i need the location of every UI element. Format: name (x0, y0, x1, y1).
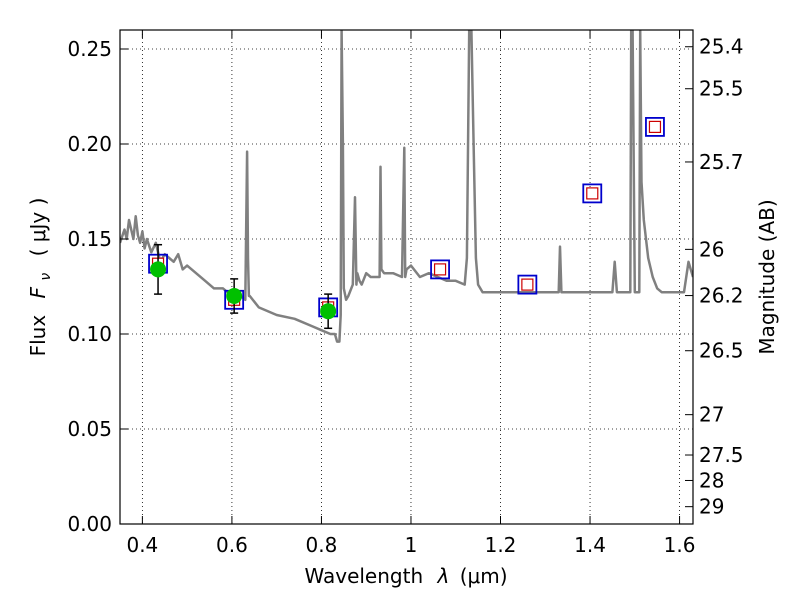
spectrum-line (120, 30, 693, 343)
mag-tick-label: 28 (699, 468, 724, 492)
y-axis-title-subscript: ν (38, 273, 54, 281)
spectrum-layer (120, 30, 693, 343)
axis-ticks: 0.4 0.6 0.8 1 1.2 1.4 1.6 0.00 0.05 0.10 0.15 0.20 0… (67, 30, 744, 557)
grid-lines (120, 30, 693, 525)
model-photometry-inner-square (433, 263, 447, 276)
model-photometry-square (582, 183, 603, 204)
model-photometry-square (645, 117, 665, 137)
x-tick-label: 0.4 (126, 533, 158, 557)
y-tick-label: 0.15 (67, 227, 112, 251)
mag-tick-label: 26 (699, 237, 724, 261)
mag-tick-label: 26.2 (699, 284, 744, 308)
x-tick-label: 0.6 (216, 533, 248, 557)
model-photometry-square (430, 259, 450, 280)
mag-tick-label: 25.7 (699, 150, 744, 174)
model-photometry-inner-square (521, 278, 534, 291)
y-axis-title: Flux F ν ( μJy ) (26, 198, 55, 357)
x-axis-title-prefix: Wavelength (304, 564, 423, 588)
x-tick-label: 0.8 (306, 533, 338, 557)
y2-axis-title: Magnitude (AB) (755, 199, 779, 354)
mag-tick-label: 27 (699, 403, 724, 427)
mag-tick-label: 25.5 (699, 77, 744, 101)
y-tick-label: 0.00 (67, 512, 112, 536)
model-photometry-inner-square (586, 187, 599, 200)
y-tick-label: 0.10 (67, 322, 112, 346)
x-tick-label: 1.6 (664, 533, 696, 557)
x-tick-label: 1 (405, 533, 418, 557)
x-axis-title-unit: (μm) (460, 564, 508, 588)
observed-photometry-point (320, 303, 337, 320)
model-photometry-inner-square (648, 120, 662, 134)
mag-tick-label: 29 (699, 495, 724, 519)
x-tick-label: 1.2 (485, 533, 517, 557)
observed-photometry-point (150, 261, 167, 278)
model-photometry-square (517, 274, 538, 295)
mag-tick-label: 27.5 (699, 443, 744, 467)
photometry-layer (148, 117, 665, 330)
observed-photometry-point (226, 288, 243, 304)
y-axis-title-unit: ( μJy ) (26, 198, 50, 257)
mag-tick-label: 25.4 (699, 35, 744, 59)
x-tick-label: 1.4 (574, 533, 606, 557)
y-axis-title-symbol: F (26, 286, 50, 298)
y-axis-title-prefix: Flux (26, 315, 50, 357)
plot-frame (119, 29, 694, 525)
x-axis-title-symbol: λ (437, 564, 450, 588)
y-tick-label: 0.20 (67, 132, 112, 156)
y-tick-label: 0.05 (67, 417, 112, 441)
x-axis-title: Wavelength λ (μm) (304, 564, 507, 588)
mag-tick-label: 26.5 (699, 339, 744, 363)
y-tick-label: 0.25 (67, 37, 112, 61)
